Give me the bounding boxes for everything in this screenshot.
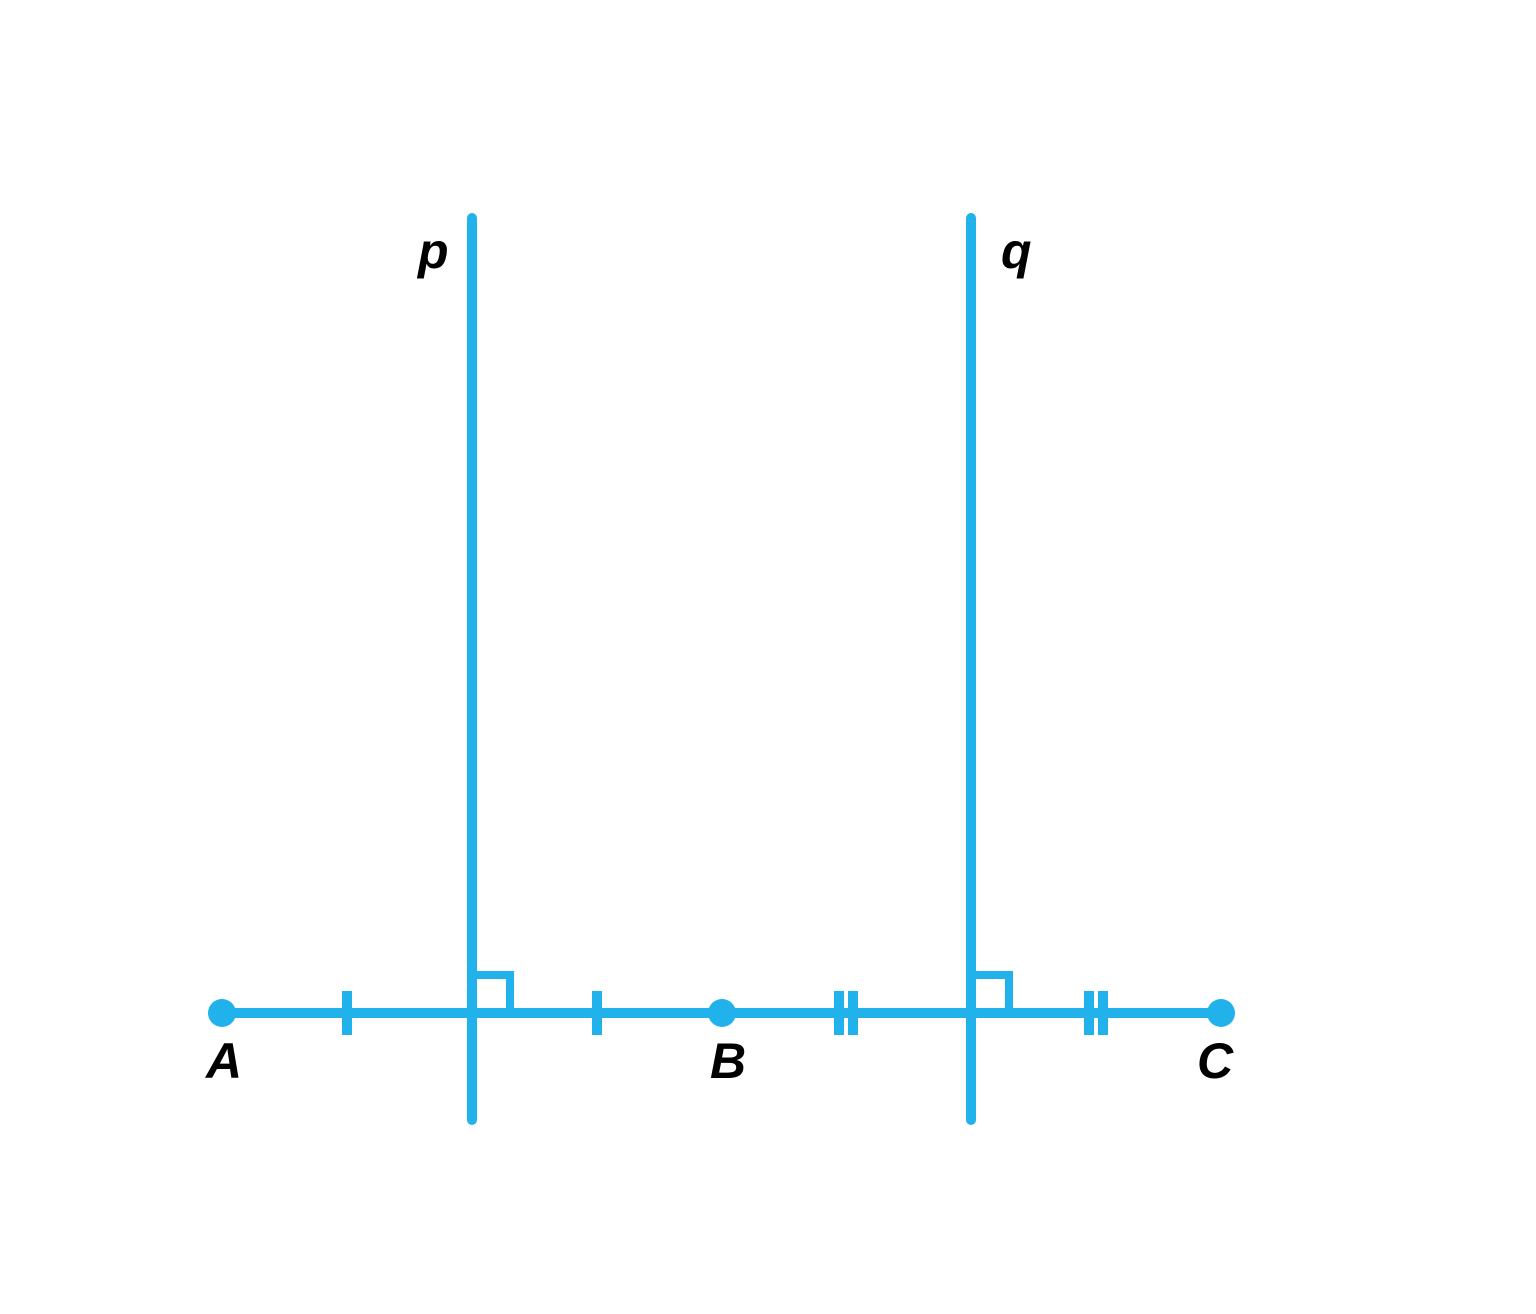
label-p: p <box>416 223 449 279</box>
label-q: q <box>1001 223 1032 279</box>
label-a: A <box>204 1033 242 1089</box>
point-a <box>208 999 236 1027</box>
label-b: B <box>710 1033 746 1089</box>
geometry-diagram: p q A B C <box>0 0 1536 1314</box>
right-angle-mark-p <box>472 975 510 1013</box>
right-angle-mark-q <box>971 975 1009 1013</box>
point-c <box>1207 999 1235 1027</box>
label-c: C <box>1197 1033 1234 1089</box>
point-b <box>708 999 736 1027</box>
